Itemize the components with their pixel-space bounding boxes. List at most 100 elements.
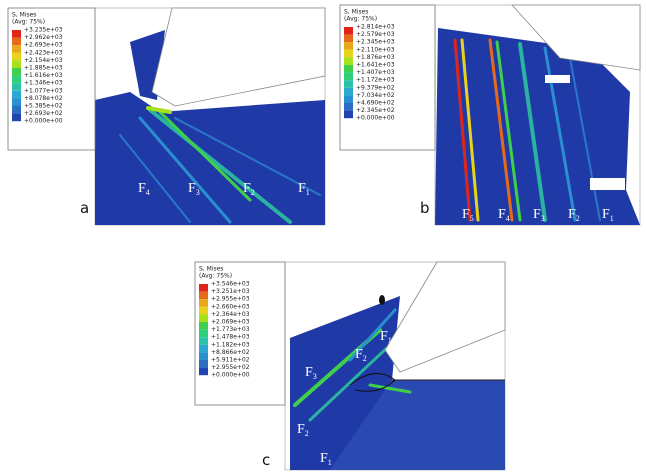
- legend-box: [7, 7, 96, 151]
- force-letter: F: [138, 181, 146, 196]
- color-band: [12, 45, 21, 53]
- color-band: [344, 87, 353, 96]
- force-label: F1: [320, 451, 332, 467]
- color-band: [12, 60, 21, 68]
- legend-title: S, Mises: [199, 266, 223, 273]
- force-label: F3: [533, 207, 545, 223]
- force-subscript: 4: [506, 214, 510, 223]
- color-band: [199, 299, 208, 307]
- legend-value: +1.077e+03: [24, 87, 63, 94]
- color-band: [344, 110, 353, 119]
- force-label: F2: [355, 347, 367, 363]
- force-letter: F: [188, 181, 196, 196]
- force-subscript: 1: [328, 458, 332, 467]
- color-band: [199, 352, 208, 360]
- legend-box: [339, 4, 436, 151]
- legend-value: +1.876e+03: [356, 54, 395, 61]
- color-band: [12, 113, 21, 122]
- force-subscript: 1: [388, 336, 392, 345]
- legend-title: S, Mises: [12, 12, 36, 19]
- legend-value: +2.345e+03: [356, 39, 395, 46]
- legend-value: +4.690e+02: [356, 100, 395, 107]
- legend: S, Mises(Avg: 75%)+3.235e+03+2.962e+03+2…: [7, 7, 96, 151]
- force-label: F1: [602, 207, 614, 223]
- force-letter: F: [568, 207, 576, 222]
- force-label: F3: [305, 365, 317, 381]
- force-letter: F: [298, 181, 306, 196]
- color-band: [199, 337, 208, 345]
- force-subscript: 4: [146, 188, 150, 197]
- color-band: [344, 95, 353, 103]
- legend-value: +1.773e+03: [211, 326, 250, 333]
- force-label: F2: [568, 207, 580, 223]
- legend-value: +1.641e+03: [356, 62, 395, 69]
- color-band: [12, 52, 21, 61]
- force-subscript: 2: [305, 429, 309, 438]
- panel-label: c: [262, 451, 270, 469]
- force-subscript: 1: [306, 188, 310, 197]
- legend-value: +2.069e+03: [211, 319, 250, 326]
- legend-box: [194, 261, 286, 406]
- legend-subtitle: (Avg: 75%): [199, 273, 232, 280]
- color-band: [199, 284, 208, 292]
- legend-value: +1.182e+03: [211, 341, 250, 348]
- legend-value: +2.693e+02: [24, 110, 63, 117]
- force-subscript: 2: [251, 188, 255, 197]
- force-letter: F: [243, 181, 251, 196]
- legend: S, Mises(Avg: 75%)+2.814e+03+2.579e+03+2…: [339, 4, 436, 151]
- force-label: F4: [138, 181, 150, 197]
- legend-title: S, Mises: [344, 9, 368, 16]
- color-band: [199, 367, 208, 376]
- force-subscript: 3: [196, 188, 200, 197]
- legend-value: +3.251e+03: [211, 288, 250, 295]
- legend-value: +2.110e+03: [356, 46, 395, 53]
- force-label: F1: [380, 329, 392, 345]
- legend-value: +1.172e+03: [356, 77, 395, 84]
- legend-value: +0.000e+00: [211, 372, 250, 379]
- legend-value: +2.154e+03: [24, 57, 63, 64]
- force-letter: F: [355, 347, 363, 362]
- color-band: [199, 322, 208, 330]
- legend-value: +2.955e+03: [211, 296, 250, 303]
- color-band: [12, 30, 21, 38]
- legend-value: +2.814e+03: [356, 24, 395, 31]
- legend-value: +2.693e+03: [24, 42, 63, 49]
- force-letter: F: [602, 207, 610, 222]
- force-label: F5: [462, 207, 474, 223]
- color-band: [199, 306, 208, 315]
- simulation-image-c: [284, 261, 506, 471]
- legend-value: +2.962e+03: [24, 34, 63, 41]
- color-band: [199, 360, 208, 368]
- legend-value: +1.478e+03: [211, 334, 250, 341]
- legend-value: +0.000e+00: [24, 118, 63, 125]
- color-band: [12, 75, 21, 84]
- color-band: [344, 65, 353, 73]
- panel-label: a: [80, 199, 89, 217]
- force-subscript: 5: [470, 214, 474, 223]
- force-label: F4: [498, 207, 510, 223]
- color-band: [12, 68, 21, 76]
- legend-value: +1.616e+03: [24, 72, 63, 79]
- panel-label: b: [420, 199, 430, 217]
- force-label: F2: [243, 181, 255, 197]
- color-band: [199, 291, 208, 300]
- color-band: [199, 329, 208, 338]
- color-band: [12, 37, 21, 46]
- color-band: [344, 57, 353, 65]
- color-band: [344, 72, 353, 81]
- legend-value: +2.660e+03: [211, 303, 250, 310]
- color-band: [344, 103, 353, 111]
- legend-value: +1.346e+03: [24, 80, 63, 87]
- color-band: [199, 344, 208, 353]
- legend: S, Mises(Avg: 75%)+3.546e+03+3.251e+03+2…: [194, 261, 286, 406]
- color-band: [12, 90, 21, 99]
- legend-value: +8.866e+02: [211, 349, 250, 356]
- legend-value: +2.579e+03: [356, 31, 395, 38]
- force-subscript: 3: [541, 214, 545, 223]
- simulation-image-a: [94, 7, 326, 226]
- color-band: [344, 27, 353, 35]
- force-label: F3: [188, 181, 200, 197]
- force-label: F1: [298, 181, 310, 197]
- legend-value: +9.379e+02: [356, 84, 395, 91]
- force-letter: F: [320, 451, 328, 466]
